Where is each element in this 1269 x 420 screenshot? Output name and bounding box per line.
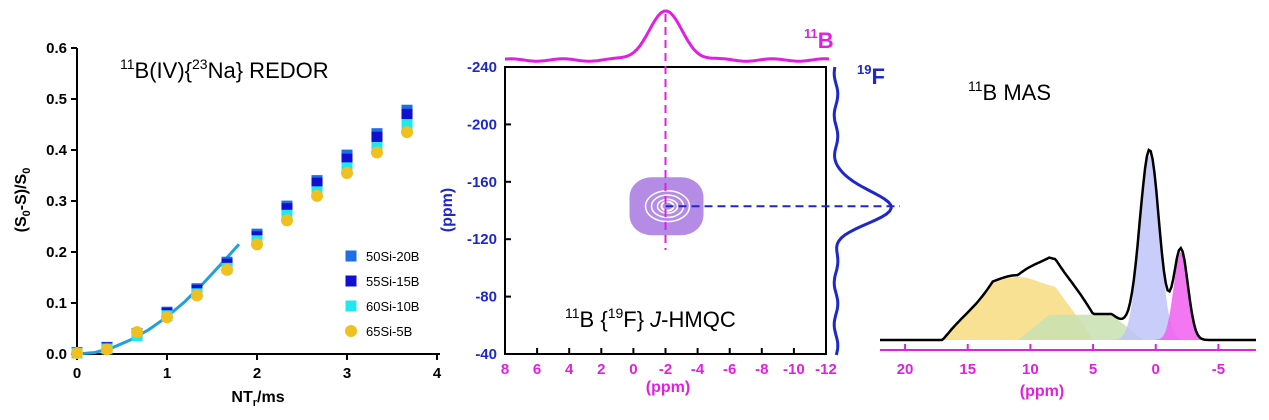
hmqc-x-tick-label: -10 bbox=[783, 361, 805, 378]
hmqc-right-projection bbox=[832, 66, 893, 356]
redor-point bbox=[370, 146, 383, 159]
hmqc-y-label: (ppm) bbox=[439, 188, 456, 232]
redor-x-tick-label: 3 bbox=[343, 365, 351, 382]
mas-x-tick-label: 20 bbox=[897, 361, 914, 378]
redor-legend-marker bbox=[345, 275, 357, 287]
redor-data-points bbox=[71, 104, 414, 359]
hmqc-x-label: (ppm) bbox=[646, 379, 690, 396]
mas-component-magenta bbox=[880, 251, 1256, 340]
redor-legend-label: 55Si-15B bbox=[366, 274, 419, 289]
mas-x-tick-label: -5 bbox=[1212, 361, 1225, 378]
hmqc-y-ticks: -240 -200 -160 -120 -80 -40 bbox=[467, 59, 511, 363]
redor-legend-label: 60Si-10B bbox=[366, 299, 419, 314]
hmqc-y-tick-label: -160 bbox=[467, 174, 497, 191]
redor-point bbox=[341, 153, 353, 165]
redor-point bbox=[311, 177, 323, 189]
redor-fit-curve bbox=[76, 243, 241, 356]
hmqc-x-ticks: 8 6 4 2 0 -2 -4 -6 -8 -10 -12 bbox=[501, 348, 837, 378]
mas-x-tick-label: 0 bbox=[1152, 361, 1160, 378]
hmqc-x-tick-label: -4 bbox=[691, 361, 705, 378]
redor-y-tick-label: 0.6 bbox=[46, 40, 67, 57]
redor-point bbox=[341, 166, 353, 179]
redor-x-tick-label: 4 bbox=[433, 365, 442, 382]
hmqc-top-label: 11B bbox=[804, 26, 834, 53]
hmqc-y-tick-label: -80 bbox=[475, 289, 497, 306]
hmqc-y-tick-label: -120 bbox=[467, 231, 497, 248]
redor-point bbox=[251, 238, 263, 251]
hmqc-x-tick-label: 4 bbox=[565, 361, 574, 378]
hmqc-x-tick-label: -8 bbox=[755, 361, 768, 378]
hmqc-contour-ring bbox=[644, 190, 691, 223]
redor-point bbox=[401, 119, 413, 130]
hmqc-top-projection bbox=[504, 9, 830, 63]
redor-x-tick-label: 1 bbox=[163, 365, 171, 382]
hmqc-contour-ring bbox=[656, 198, 679, 214]
redor-y-tick-label: 0.5 bbox=[46, 91, 67, 108]
redor-point bbox=[71, 346, 83, 359]
mas-component-green bbox=[880, 314, 1256, 340]
redor-y-tick-label: 0.3 bbox=[46, 193, 67, 210]
redor-y-label: (S0-S)/S0 bbox=[13, 168, 33, 233]
redor-y-tick-label: 0.0 bbox=[46, 346, 67, 363]
hmqc-x-tick-label: -2 bbox=[659, 361, 672, 378]
redor-point bbox=[281, 203, 293, 215]
redor-point bbox=[161, 311, 173, 324]
redor-legend-marker bbox=[345, 300, 357, 312]
redor-legend-label: 65Si-5B bbox=[366, 324, 412, 339]
hmqc-chart: 11B 19F -240 -200 -160 -120 -80 -40 8 6 4 2 0 -2 -4… bbox=[439, 9, 900, 396]
mas-x-label: (ppm) bbox=[1020, 383, 1064, 400]
redor-x-tick-label: 2 bbox=[253, 365, 261, 382]
hmqc-x-tick-label: 2 bbox=[597, 361, 605, 378]
hmqc-x-tick-label: 0 bbox=[629, 361, 637, 378]
hmqc-y-tick-label: -200 bbox=[467, 116, 497, 133]
mas-x-tick-label: 5 bbox=[1089, 361, 1097, 378]
redor-x-tick-label: 0 bbox=[73, 365, 81, 382]
redor-legend-marker bbox=[345, 325, 357, 337]
mas-chart: 20 15 10 5 0 -5 (ppm) 11B MAS bbox=[880, 78, 1256, 400]
redor-legend-label: 50Si-20B bbox=[366, 249, 419, 264]
mas-envelope bbox=[880, 148, 1256, 342]
redor-point bbox=[100, 343, 113, 356]
redor-point bbox=[311, 189, 324, 202]
hmqc-x-tick-label: -6 bbox=[723, 361, 736, 378]
hmqc-y-tick-label: -240 bbox=[467, 59, 497, 76]
hmqc-x-tick-label: 6 bbox=[533, 361, 541, 378]
hmqc-y-tick-label: -40 bbox=[475, 346, 497, 363]
redor-point bbox=[371, 131, 383, 143]
redor-x-ticks: 0 1 2 3 4 bbox=[73, 354, 442, 382]
redor-x-label: NTr/ms bbox=[231, 389, 284, 409]
redor-point bbox=[190, 289, 203, 302]
mas-component-yellow bbox=[880, 277, 1256, 340]
mas-x-tick-label: 10 bbox=[1022, 361, 1039, 378]
redor-legend-marker bbox=[345, 250, 357, 262]
redor-point bbox=[401, 126, 414, 139]
redor-point bbox=[221, 263, 234, 276]
hmqc-right-label: 19F bbox=[857, 62, 885, 89]
mas-x-tick-label: 15 bbox=[959, 361, 976, 378]
mas-component-lavender bbox=[880, 155, 1256, 340]
mas-x-ticks: 20 15 10 5 0 -5 bbox=[897, 344, 1225, 378]
hmqc-x-tick-label: 8 bbox=[501, 361, 509, 378]
redor-y-ticks: 0.0 0.1 0.2 0.3 0.4 0.5 0.6 bbox=[46, 40, 77, 363]
hmqc-x-tick-label: -12 bbox=[815, 361, 837, 378]
redor-legend: 50Si-20B 55Si-15B 60Si-10B 65Si-5B bbox=[345, 249, 419, 339]
redor-y-tick-label: 0.4 bbox=[46, 142, 68, 159]
redor-y-tick-label: 0.2 bbox=[46, 244, 67, 261]
mas-title: 11B MAS bbox=[968, 78, 1051, 105]
hmqc-title: 11B {19F} J-HMQC bbox=[565, 305, 736, 332]
redor-point bbox=[401, 108, 413, 120]
redor-point bbox=[280, 214, 293, 227]
redor-point bbox=[131, 326, 144, 339]
redor-chart: 0.0 0.1 0.2 0.3 0.4 0.5 0.6 0 1 2 3 4 11B(IV){23Na… bbox=[13, 40, 442, 409]
redor-y-tick-label: 0.1 bbox=[46, 295, 67, 312]
redor-title: 11B(IV){23Na} REDOR bbox=[120, 56, 329, 83]
mas-component-areas bbox=[880, 155, 1256, 340]
